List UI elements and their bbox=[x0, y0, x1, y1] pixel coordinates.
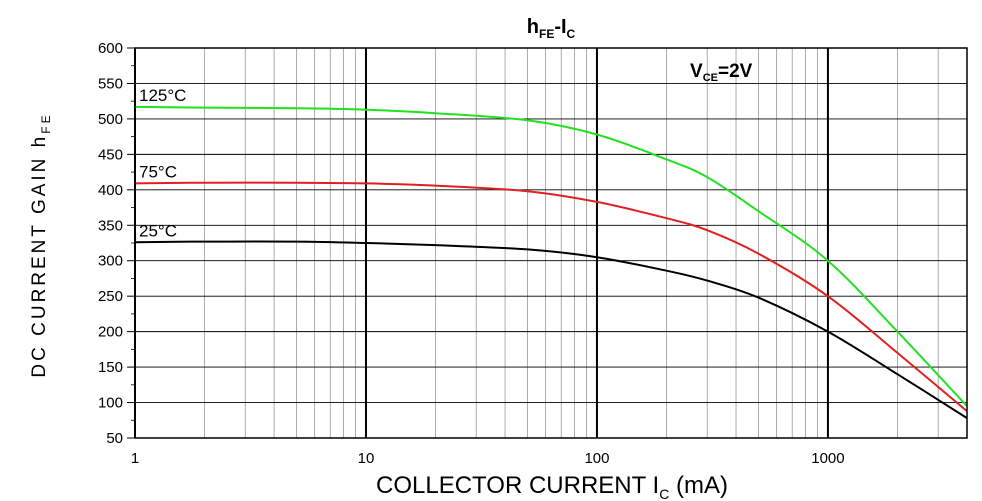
series-labels: 125°C 75°C 25°C bbox=[139, 86, 186, 240]
x-axis-label-rest: (mA) bbox=[669, 472, 728, 499]
series-layer bbox=[134, 105, 968, 419]
y-tick-label: 400 bbox=[98, 182, 123, 199]
chart-title: hFE-IC bbox=[527, 16, 576, 41]
series-line bbox=[134, 105, 968, 407]
series-label: 25°C bbox=[139, 221, 177, 240]
title-sep: -I bbox=[554, 16, 566, 38]
y-tick-label: 550 bbox=[98, 75, 123, 92]
title-main: h bbox=[527, 16, 539, 38]
y-axis-label-sub: FE bbox=[39, 112, 53, 133]
y-tick-label: 250 bbox=[98, 288, 123, 305]
x-axis-label-main: COLLECTOR CURRENT I bbox=[376, 472, 659, 499]
x-axis-label: COLLECTOR CURRENT IC (mA) bbox=[376, 472, 728, 501]
x-tick-label: 1 bbox=[131, 450, 139, 467]
y-tick-label: 200 bbox=[98, 324, 123, 341]
x-tick-label: 1000 bbox=[811, 450, 844, 467]
tick-labels: 50 100 150 200 250 300 350 400 450 500 550 600 1 10 10… bbox=[98, 40, 845, 467]
y-tick-label: 500 bbox=[98, 111, 123, 128]
y-tick-label: 450 bbox=[98, 146, 123, 163]
y-tick-label: 150 bbox=[98, 359, 123, 376]
title-main-sub: FE bbox=[539, 27, 554, 41]
y-tick-label: 600 bbox=[98, 40, 123, 57]
x-tick-label: 10 bbox=[358, 450, 375, 467]
series-label: 75°C bbox=[139, 162, 177, 181]
title-sep-sub: C bbox=[567, 27, 576, 41]
y-tick-label: 50 bbox=[106, 430, 123, 447]
series-line bbox=[134, 181, 968, 412]
y-tick-label: 350 bbox=[98, 217, 123, 234]
series-line bbox=[134, 240, 968, 419]
y-tick-label: 300 bbox=[98, 253, 123, 270]
condition-sub: CE bbox=[703, 72, 718, 84]
x-tick-label: 100 bbox=[584, 450, 609, 467]
grid bbox=[127, 47, 968, 439]
condition-main: V bbox=[690, 61, 703, 82]
plot-frame bbox=[134, 47, 968, 439]
condition-rest: =2V bbox=[718, 61, 753, 82]
condition-annotation: VCE=2V bbox=[690, 61, 753, 84]
y-tick-label: 100 bbox=[98, 395, 123, 412]
y-axis-label: DC CURRENT GAIN hFE bbox=[29, 112, 53, 377]
series-label: 125°C bbox=[139, 86, 186, 105]
x-axis-label-sub: C bbox=[659, 486, 669, 501]
y-axis-label-main: DC CURRENT GAIN h bbox=[29, 134, 50, 378]
